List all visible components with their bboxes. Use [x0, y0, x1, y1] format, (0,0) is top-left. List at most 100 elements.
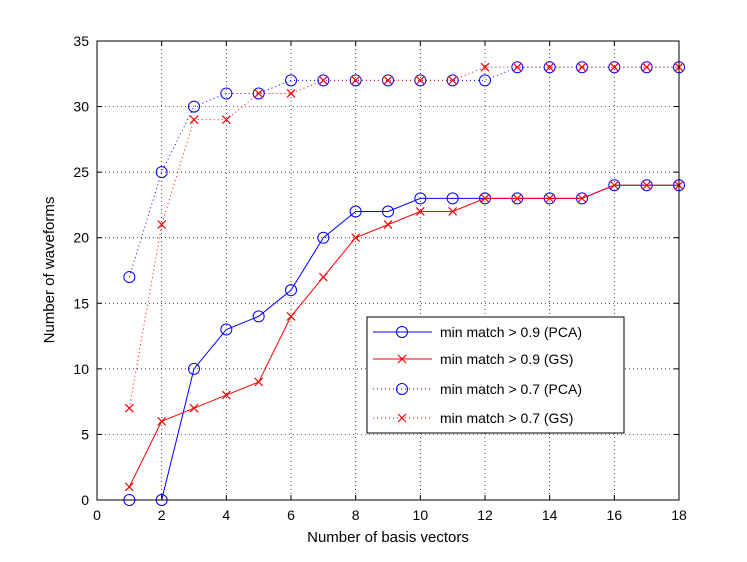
data-point-cross-stroke: [512, 62, 522, 72]
data-point-cross: [157, 220, 167, 230]
y-tick-label: 10: [73, 361, 89, 377]
data-point-cross: [189, 115, 199, 125]
data-point-cross: [318, 272, 328, 282]
data-point-circle: [188, 100, 200, 113]
x-axis-label: Number of basis vectors: [307, 529, 469, 546]
data-point-cross-stroke: [448, 207, 458, 216]
legend-marker: [397, 413, 407, 423]
data-point-cross: [221, 115, 231, 125]
data-point-circle: [155, 166, 168, 179]
x-tick-label: 8: [352, 507, 360, 523]
x-tick-label: 18: [671, 507, 687, 523]
legend-marker-stroke: [397, 413, 407, 423]
legend-label: min match > 0.7 (PCA): [440, 381, 582, 397]
data-point-cross: [351, 75, 361, 85]
data-point-circle: [382, 205, 394, 218]
legend-label: min match > 0.7 (GS): [440, 410, 573, 426]
data-point-circle: [252, 310, 265, 323]
legend-entry: min match > 0.9 (GS): [373, 351, 573, 367]
y-tick-label: 5: [81, 426, 89, 442]
data-point-cross-stroke: [609, 62, 619, 72]
data-point-circle: [188, 362, 200, 375]
data-point-cross: [286, 89, 296, 98]
legend: min match > 0.9 (PCA) min match > 0.9 (GS…: [366, 316, 625, 434]
data-point-cross-stroke: [609, 180, 619, 190]
data-point-circle: [446, 74, 459, 87]
data-point-cross-stroke: [415, 75, 425, 85]
data-point-cross: [124, 403, 134, 413]
legend-box: [366, 316, 625, 434]
data-point-cross: [512, 193, 522, 203]
y-tick-label: 35: [73, 33, 89, 49]
axes-frame: [96, 40, 680, 501]
data-point-cross: [480, 193, 490, 203]
data-point-cross-stroke: [480, 62, 490, 72]
legend-marker-stroke: [397, 354, 407, 364]
data-point-cross-stroke: [383, 75, 393, 85]
series-line: [128, 184, 679, 488]
data-point-cross: [609, 180, 619, 190]
y-tick-label: 15: [73, 295, 89, 311]
data-point-cross: [124, 482, 134, 492]
data-point-cross-stroke: [318, 75, 328, 85]
data-point-cross-stroke: [221, 115, 231, 125]
x-tick-label: 14: [542, 507, 558, 523]
data-point-cross: [221, 390, 231, 400]
data-point-circle: [317, 74, 330, 87]
data-point-circle: [285, 284, 297, 297]
data-point-cross-stroke: [124, 403, 134, 413]
data-point-cross: [415, 75, 425, 85]
legend-entry: min match > 0.7 (GS): [373, 410, 573, 426]
series-4: [124, 62, 684, 413]
data-point-cross: [448, 207, 458, 216]
data-point-cross-stroke: [157, 416, 167, 426]
data-point-cross: [545, 62, 555, 72]
data-point-cross: [545, 193, 555, 203]
data-point-cross: [577, 62, 587, 72]
data-point-cross: [642, 180, 652, 190]
data-point-cross: [448, 75, 458, 85]
data-point-circle: [220, 323, 233, 336]
data-point-cross: [480, 62, 490, 72]
data-point-cross: [383, 75, 393, 85]
legend-marker: [396, 383, 408, 395]
data-point-circle: [220, 87, 233, 100]
data-point-circle: [479, 74, 491, 87]
data-point-cross-stroke: [512, 193, 522, 203]
data-point-cross: [577, 193, 587, 203]
legend-marker: [396, 326, 408, 338]
y-tick-label: 30: [73, 99, 89, 115]
data-point-cross: [254, 89, 264, 98]
data-point-cross-stroke: [221, 390, 231, 400]
data-point-cross-stroke: [286, 89, 296, 98]
data-point-circle: [446, 192, 459, 205]
data-point-cross-stroke: [545, 62, 555, 72]
data-point-circle: [414, 192, 427, 205]
data-point-cross-stroke: [351, 233, 361, 243]
x-tick-label: 2: [158, 507, 166, 523]
y-tick-label: 25: [73, 164, 89, 180]
x-tick-label: 12: [477, 507, 493, 523]
series-2: [124, 180, 684, 492]
data-point-cross-stroke: [189, 115, 199, 125]
data-point-cross-stroke: [448, 75, 458, 85]
data-point-cross: [318, 75, 328, 85]
data-point-cross-stroke: [642, 62, 652, 72]
data-point-cross-stroke: [577, 62, 587, 72]
x-tick-label: 16: [607, 507, 623, 523]
data-point-cross: [609, 62, 619, 72]
data-point-cross: [286, 311, 296, 321]
axis-ticks: 0 2 4 6 8 10 12 14 16 18 0 5 10 15 20 25 30 35: [73, 33, 687, 523]
legend-label: min match > 0.9 (GS): [440, 351, 573, 367]
data-point-circle: [317, 231, 330, 244]
data-point-circle: [123, 271, 136, 284]
series-line: [128, 66, 679, 409]
data-point-cross-stroke: [351, 75, 361, 85]
data-point-cross-stroke: [157, 220, 167, 230]
data-point-cross-stroke: [383, 220, 393, 230]
data-point-cross: [254, 377, 264, 387]
data-point-circle: [285, 74, 297, 87]
data-point-circle: [349, 205, 362, 218]
data-point-cross-stroke: [189, 403, 199, 413]
